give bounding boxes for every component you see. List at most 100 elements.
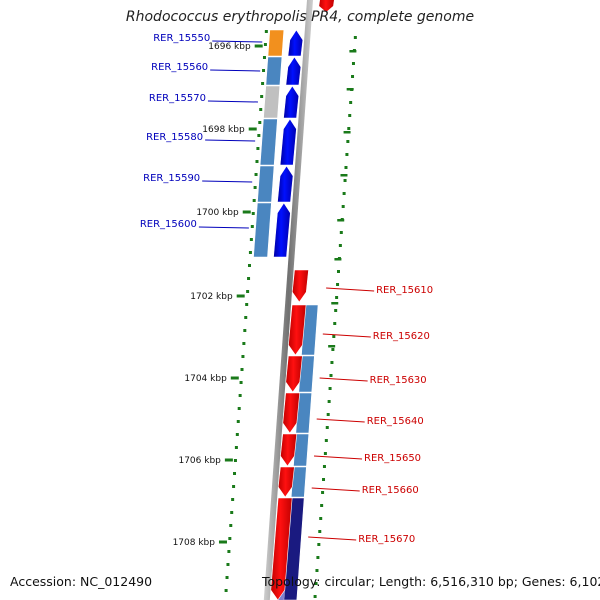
kbp-tick-mark <box>218 540 227 544</box>
ruler-dot <box>233 472 237 475</box>
gene-label[interactable]: RER_15580 <box>146 132 203 143</box>
ruler-tick <box>328 345 336 348</box>
reverse-gene-arrow[interactable] <box>277 466 295 498</box>
reverse-gene-arrow[interactable] <box>291 269 309 303</box>
gene-label-layer: RER_15550 RER_15560 RER_15570 RER_15580 RER_… <box>140 33 433 545</box>
cog-box <box>259 118 278 166</box>
ruler-dot <box>234 446 238 449</box>
ruler-dot <box>249 238 253 241</box>
cog-box <box>257 165 275 203</box>
forward-gene-arrow[interactable] <box>279 118 297 166</box>
kbp-tick-mark <box>224 458 233 462</box>
ruler-dot <box>318 530 322 533</box>
ruler-dot <box>254 173 258 176</box>
accession-text: Accession: NC_012490 <box>10 574 153 589</box>
forward-gene-arrow[interactable] <box>277 165 294 203</box>
kbp-tick-mark <box>248 127 257 131</box>
kbp-tick-mark <box>254 44 263 48</box>
kbp-tick-label: 1700 kbp <box>196 208 239 218</box>
ruler-dot <box>258 121 262 124</box>
kbp-tick-label: 1708 kbp <box>173 538 216 548</box>
reverse-gene-arrow[interactable] <box>280 433 298 467</box>
gene-label-leader <box>205 139 256 142</box>
kbp-tick-label: 1698 kbp <box>202 125 245 135</box>
ruler-dot <box>327 400 331 403</box>
forward-gene-arrow[interactable] <box>287 29 304 57</box>
ruler-dot <box>349 101 353 104</box>
kbp-tick-label: 1704 kbp <box>184 374 227 384</box>
ruler-dot <box>237 407 241 410</box>
ruler-dot <box>229 524 233 527</box>
ruler-dot <box>316 556 320 559</box>
ruler-dot <box>244 316 248 319</box>
ruler-dot <box>224 589 228 592</box>
ruler-dot <box>333 322 337 325</box>
ruler-dot <box>347 127 351 130</box>
ruler-dot <box>257 134 261 137</box>
ruler-dot <box>320 504 324 507</box>
forward-gene-arrow[interactable] <box>273 202 291 258</box>
reverse-gene-arrow[interactable] <box>270 497 293 600</box>
ruler-dot <box>247 264 251 267</box>
gene-label-leader <box>308 536 357 541</box>
ruler-dot <box>336 270 340 273</box>
gene-label-leader <box>313 455 363 460</box>
ruler-tick <box>349 50 357 53</box>
ruler-dot <box>314 582 318 585</box>
ruler-dot <box>264 30 268 33</box>
gene-label-leader <box>322 333 371 338</box>
gene-label[interactable]: RER_15570 <box>149 93 206 104</box>
gene-label[interactable]: RER_15640 <box>367 416 424 427</box>
cog-box <box>265 56 283 86</box>
ruler-dot <box>262 69 266 72</box>
ruler-dot <box>346 140 350 143</box>
reverse-gene-arrow[interactable] <box>285 355 303 393</box>
gene-label[interactable]: RER_15670 <box>358 534 415 545</box>
ruler-dot <box>232 485 236 488</box>
gene-label[interactable]: RER_15630 <box>370 375 427 386</box>
gene-label[interactable]: RER_15650 <box>364 453 421 464</box>
cog-box <box>267 29 285 57</box>
ruler-dot <box>345 153 349 156</box>
gene-label[interactable]: RER_15610 <box>376 285 433 296</box>
forward-gene-arrow[interactable] <box>285 56 302 86</box>
ruler-dot <box>339 231 343 234</box>
gene-label-leader <box>326 287 375 292</box>
reverse-gene-arrow[interactable] <box>288 304 307 356</box>
gene-label[interactable]: RER_15560 <box>151 62 208 73</box>
kbp-tick-label: 1702 kbp <box>190 292 233 302</box>
ruler-dot <box>322 465 326 468</box>
kbp-tick-mark <box>230 376 239 380</box>
ruler-dot <box>253 186 257 189</box>
tick-dot-track <box>224 30 357 598</box>
ruler-dot <box>241 355 245 358</box>
ruler-dot <box>331 348 335 351</box>
ruler-dot <box>319 517 323 520</box>
ruler-dot <box>328 387 332 390</box>
ruler-dot <box>353 36 357 39</box>
ruler-dot <box>227 550 231 553</box>
gene-label-leader <box>210 69 261 72</box>
ruler-dot <box>313 595 317 598</box>
ruler-dot <box>240 368 244 371</box>
gene-label[interactable]: RER_15620 <box>373 331 430 342</box>
ruler-dot <box>233 459 237 462</box>
reverse-gene-arrow[interactable] <box>319 0 334 12</box>
gene-label[interactable]: RER_15590 <box>143 173 200 184</box>
forward-gene-arrow[interactable] <box>283 85 300 119</box>
ruler-dot <box>228 537 232 540</box>
gene-label[interactable]: RER_15660 <box>362 485 419 496</box>
ruler-tick <box>331 302 339 305</box>
ruler-dot <box>239 381 243 384</box>
ruler-dot <box>323 452 327 455</box>
gene-label[interactable]: RER_15550 <box>153 33 210 44</box>
ruler-dot <box>230 511 234 514</box>
genome-backbone <box>263 0 313 600</box>
ruler-dot <box>342 192 346 195</box>
ruler-dot <box>260 95 264 98</box>
ruler-dot <box>317 543 321 546</box>
reverse-gene-arrow[interactable] <box>282 392 301 434</box>
ruler-dot <box>226 563 230 566</box>
gene-label[interactable]: RER_15600 <box>140 219 197 230</box>
ruler-dot <box>324 439 328 442</box>
